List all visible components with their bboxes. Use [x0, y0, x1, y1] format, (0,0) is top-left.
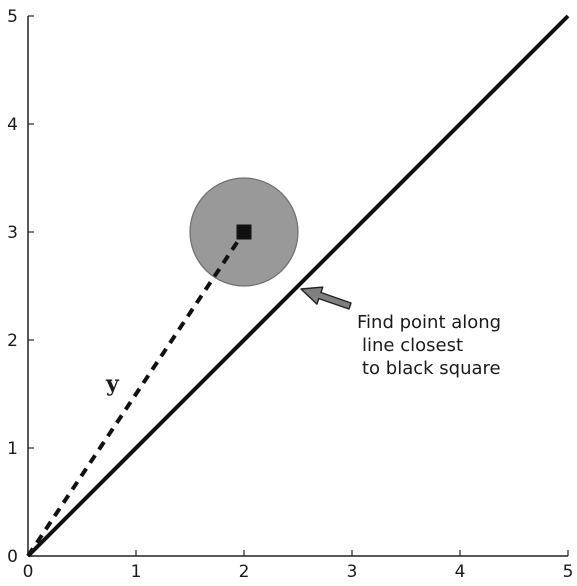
x-tick-label-5: 5 [563, 562, 574, 582]
line-y-equals-x [26, 14, 570, 558]
x-tick-label-4: 4 [455, 562, 466, 582]
y-tick-label-0: 0 [7, 547, 18, 567]
chart-marks [26, 14, 570, 558]
y-tick-label-5: 5 [7, 7, 18, 27]
annotation-labels: y Find point along line closest to black… [105, 312, 501, 397]
y-tick-label-3: 3 [7, 223, 18, 243]
y-tick-label-4: 4 [7, 115, 18, 135]
x-tick-label-1: 1 [131, 562, 142, 582]
dashed-vector-y [26, 230, 246, 558]
annotation-line-2: line closest [362, 335, 463, 356]
x-tick-label-3: 3 [347, 562, 358, 582]
annotation-line-1: Find point along [357, 312, 501, 333]
axes: 0 1 2 3 4 5 0 1 2 3 4 5 [7, 7, 573, 582]
x-tick-label-2: 2 [239, 562, 250, 582]
annotation-arrow [300, 286, 352, 310]
annotation-line-3: to black square [362, 358, 501, 379]
black-square-point [236, 224, 252, 240]
vector-label-y: y [105, 371, 120, 397]
y-tick-label-2: 2 [7, 331, 18, 351]
y-tick-label-1: 1 [7, 439, 18, 459]
x-tick-label-0: 0 [23, 562, 34, 582]
